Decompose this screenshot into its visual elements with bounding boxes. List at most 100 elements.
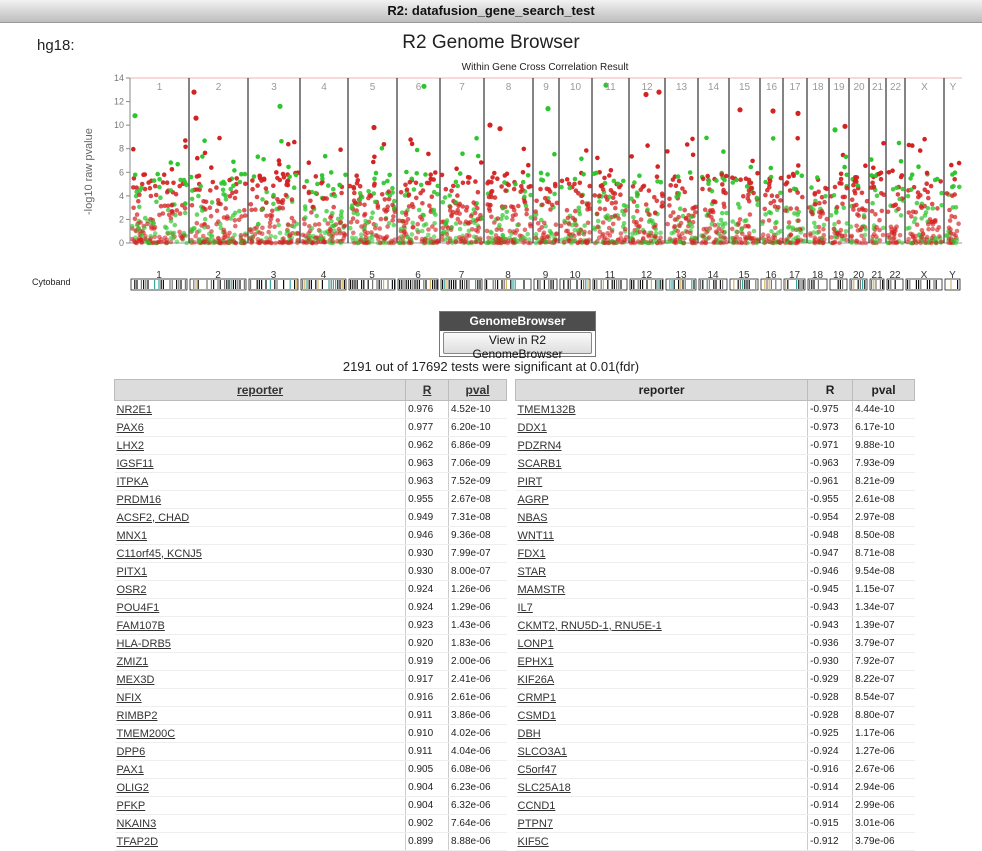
reporter-link[interactable]: TMEM200C [116, 727, 176, 740]
reporter-link[interactable]: IL7 [517, 601, 533, 614]
data-point [835, 230, 840, 236]
reporter-link[interactable]: ZMIZ1 [116, 655, 149, 668]
data-point [449, 238, 455, 244]
r-value: 0.910 [405, 724, 449, 743]
reporter-header[interactable]: reporter [514, 379, 809, 401]
reporter-link[interactable]: CCND1 [517, 799, 556, 812]
r-value: 0.904 [405, 796, 449, 815]
reporter-link[interactable]: NFIX [116, 691, 142, 704]
reporter-link[interactable]: C5orf47 [517, 763, 557, 776]
data-point [576, 231, 582, 237]
data-point [892, 203, 897, 208]
data-point [870, 180, 875, 186]
reporter-link[interactable]: PFKP [116, 799, 146, 812]
reporter-link[interactable]: PTPN7 [517, 817, 553, 830]
reporter-link[interactable]: HLA-DRB5 [116, 637, 171, 650]
reporter-link[interactable]: NR2E1 [116, 403, 152, 416]
reporter-link[interactable]: ACSF2, CHAD [116, 511, 190, 524]
pval-header[interactable]: pval [448, 379, 507, 401]
view-in-genomebrowser-button[interactable]: View in R2 GenomeBrowser [443, 332, 592, 361]
reporter-link[interactable]: MNX1 [116, 529, 148, 542]
data-point [668, 213, 673, 219]
reporter-link[interactable]: STAR [517, 565, 547, 578]
reporter-link[interactable]: SLCO3A1 [517, 745, 568, 758]
reporter-link[interactable]: CSMD1 [517, 709, 557, 722]
reporter-link[interactable]: SLC25A18 [517, 781, 571, 794]
data-point [510, 240, 516, 245]
reporter-link[interactable]: IGSF11 [116, 457, 154, 470]
reporter-link[interactable]: PRDM16 [116, 493, 162, 506]
data-point [209, 234, 215, 239]
reporter-link[interactable]: OSR2 [116, 583, 147, 596]
reporter-link[interactable]: OLIG2 [116, 781, 149, 794]
data-point [399, 234, 404, 239]
data-point [505, 240, 511, 246]
data-point [132, 172, 138, 178]
reporter-link[interactable]: MEX3D [116, 673, 155, 686]
reporter-link[interactable]: LONP1 [517, 637, 554, 650]
reporter-link[interactable]: FDX1 [517, 547, 546, 560]
data-point [580, 199, 585, 205]
data-point [469, 239, 474, 245]
data-point [890, 168, 895, 173]
data-point [162, 203, 167, 209]
reporter-header[interactable]: reporter [113, 379, 407, 401]
r-header[interactable]: R [405, 379, 450, 401]
reporter-link[interactable]: POU4F1 [116, 601, 160, 614]
data-point [457, 211, 462, 216]
reporter-link[interactable]: RIMBP2 [116, 709, 158, 722]
reporter-link[interactable]: TMEM132B [517, 403, 576, 416]
data-point [731, 240, 736, 245]
reporter-link[interactable]: PAX1 [116, 763, 144, 776]
cytoband-chromosome-label: 6 [415, 270, 421, 281]
pval-header[interactable]: pval [852, 379, 915, 401]
data-point [325, 221, 331, 226]
reporter-cell: MNX1 [114, 526, 406, 545]
data-point [853, 175, 858, 180]
negative-correlation-table: reporter R pval TMEM132B -0.975 4.44e-10 DD… [514, 379, 915, 851]
data-point [735, 201, 741, 207]
reporter-link[interactable]: MAMSTR [517, 583, 566, 596]
data-point [569, 234, 574, 239]
reporter-link[interactable]: PIRT [517, 475, 543, 488]
table-row: MEX3D 0.917 2.41e-06 [114, 670, 507, 689]
data-point [478, 160, 484, 165]
reporter-link[interactable]: NKAIN3 [116, 817, 157, 830]
reporter-link[interactable]: TFAP2D [116, 835, 159, 848]
reporter-link[interactable]: SCARB1 [517, 457, 562, 470]
data-point [751, 190, 756, 196]
reporter-link[interactable]: WNT11 [517, 529, 554, 542]
r-header[interactable]: R [807, 379, 854, 401]
data-point [431, 189, 437, 195]
data-point [484, 228, 490, 234]
reporter-link[interactable]: DPP6 [116, 745, 146, 758]
data-point [498, 240, 504, 246]
reporter-link[interactable]: LHX2 [116, 439, 145, 452]
reporter-link[interactable]: C11orf45, KCNJ5 [116, 547, 202, 560]
data-point [723, 173, 729, 179]
data-point [582, 223, 587, 228]
data-point [254, 194, 260, 200]
reporter-link[interactable]: PDZRN4 [517, 439, 562, 452]
reporter-link[interactable]: KIF5C [517, 835, 549, 848]
reporter-link[interactable]: EPHX1 [517, 655, 554, 668]
data-point [905, 226, 910, 231]
reporter-link[interactable]: PITX1 [116, 565, 148, 578]
r-value: 0.924 [405, 580, 449, 599]
reporter-link[interactable]: AGRP [517, 493, 549, 506]
reporter-link[interactable]: NBAS [517, 511, 548, 524]
reporter-link[interactable]: CKMT2, RNU5D-1, RNU5E-1 [517, 619, 662, 632]
reporter-link[interactable]: PAX6 [116, 421, 144, 434]
reporter-link[interactable]: DDX1 [517, 421, 547, 434]
reporter-link[interactable]: KIF26A [517, 673, 555, 686]
data-point [528, 215, 534, 220]
reporter-link[interactable]: DBH [517, 727, 541, 740]
reporter-link[interactable]: CRMP1 [517, 691, 557, 704]
reporter-link[interactable]: FAM107B [116, 619, 165, 632]
data-point [489, 214, 494, 220]
reporter-link[interactable]: ITPKA [116, 475, 149, 488]
data-point [413, 235, 419, 241]
data-point [238, 232, 244, 238]
data-point [271, 201, 276, 207]
